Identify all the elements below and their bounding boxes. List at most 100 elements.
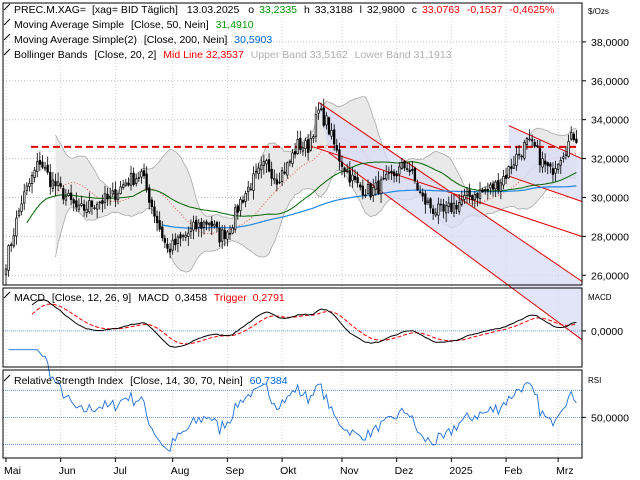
- candle-body: [189, 227, 193, 232]
- quote-date: 13.03.2025: [187, 4, 240, 16]
- candle-body: [223, 229, 226, 239]
- legend-bollinger: Bollinger Bands [Close, 20, 2] Mid Line …: [14, 49, 452, 61]
- candle-body: [116, 193, 120, 200]
- candle-body: [106, 193, 109, 200]
- chart-header: PREC.M.XAG= [xag= BID Täglich] 13.03.202…: [14, 4, 554, 16]
- candle-body: [494, 181, 497, 190]
- candle-body: [127, 182, 130, 186]
- trend-channel-line: [508, 175, 582, 202]
- candle-body: [554, 168, 557, 174]
- candle-body: [309, 137, 312, 151]
- price-axis-label: 32,0000: [591, 154, 629, 166]
- candle-body: [111, 190, 114, 195]
- candle-body: [499, 182, 503, 192]
- panel-frames: [2, 2, 583, 459]
- candle-body: [411, 169, 414, 171]
- price-candles: [4, 98, 578, 285]
- candle-body: [122, 184, 125, 188]
- candle-body: [202, 221, 206, 228]
- candle-body: [124, 182, 127, 186]
- candle-body: [93, 207, 96, 209]
- candle-body: [515, 153, 518, 166]
- candle-body: [502, 176, 505, 186]
- candle-body: [194, 219, 198, 230]
- candle-body: [533, 142, 536, 147]
- time-axis-label: Sep: [225, 465, 244, 477]
- candle-body: [304, 140, 307, 149]
- candle-body: [109, 195, 112, 198]
- symbol: PREC.M.XAG=: [14, 4, 86, 16]
- rsi-value: 60,7384: [250, 375, 288, 387]
- candle-body: [510, 166, 513, 169]
- candle-body: [374, 182, 378, 190]
- candle-body: [353, 175, 357, 180]
- candle-body: [536, 145, 539, 148]
- candle-body: [33, 169, 36, 178]
- candle-body: [82, 204, 86, 211]
- bollinger-lower: Lower Band 31,1913: [355, 49, 452, 61]
- candle-body: [447, 202, 450, 207]
- candle-body: [98, 201, 101, 204]
- legend-sma50: Moving Average Simple [Close, 50, Nein] …: [14, 19, 254, 31]
- candle-body: [340, 161, 344, 167]
- candle-body: [101, 200, 104, 204]
- candle-body: [299, 137, 302, 150]
- candle-body: [559, 160, 562, 166]
- candle-body: [418, 191, 422, 193]
- candle-body: [484, 189, 487, 192]
- candle-body: [343, 167, 346, 172]
- candle-body: [171, 239, 174, 251]
- candle-body: [283, 171, 286, 174]
- time-axis-label: Dez: [395, 465, 414, 477]
- candle-body: [247, 186, 250, 192]
- candle-body: [267, 159, 271, 172]
- candle-body: [293, 151, 297, 155]
- legend-sma200: Moving Average Simple(2) [Close, 200, Ne…: [14, 34, 272, 46]
- candle-body: [523, 142, 526, 159]
- candle-body: [213, 223, 216, 227]
- candle-body: [390, 170, 393, 174]
- legend-mark-sma200: [3, 33, 11, 41]
- candle-body: [408, 169, 411, 172]
- rsi-panel-label: RSI: [588, 376, 601, 385]
- macd-value-label: MACD: [138, 292, 169, 304]
- candle-body: [570, 132, 573, 140]
- candle-body: [54, 181, 57, 187]
- candle-body: [161, 226, 164, 239]
- time-axis-label: Nov: [340, 465, 359, 477]
- candle-body: [244, 193, 247, 202]
- candle-body: [80, 203, 83, 206]
- legend-mark-bollinger: [3, 48, 11, 56]
- unit-label: $/Ozs: [588, 7, 609, 16]
- price-axis-label: 38,0000: [591, 37, 629, 49]
- candle-body: [543, 160, 547, 165]
- candle-body: [252, 173, 255, 191]
- candle-body: [481, 189, 484, 193]
- panel-frame: [2, 2, 583, 286]
- rsi-params: [Close, 14, 30, 70, Nein]: [130, 375, 243, 387]
- candle-body: [525, 137, 529, 145]
- panel-frame: [2, 287, 583, 368]
- trend-channel-fill: [318, 102, 582, 340]
- bollinger-mid: Mid Line 32,3537: [163, 49, 244, 61]
- candle-body: [226, 231, 229, 240]
- candle-body: [325, 115, 328, 126]
- candle-body: [49, 171, 52, 187]
- candle-body: [249, 188, 252, 191]
- bollinger-params: [Close, 20, 2]: [94, 49, 156, 61]
- price-axis-label: 28,0000: [591, 231, 629, 243]
- data-source: [xag= BID Täglich]: [92, 4, 178, 16]
- macd-line: [31, 299, 577, 348]
- candle-body: [192, 221, 195, 231]
- candle-body: [538, 148, 542, 166]
- candle-body: [403, 161, 406, 169]
- candle-body: [262, 161, 266, 166]
- candle-body: [218, 227, 221, 243]
- low-prefix: l: [360, 4, 362, 16]
- candle-body: [486, 189, 489, 191]
- bollinger-label: Bollinger Bands: [14, 49, 88, 61]
- candle-body: [7, 245, 10, 271]
- trigger-label: Trigger: [214, 292, 247, 304]
- macd-panel: [3, 299, 582, 348]
- candle-body: [207, 222, 211, 225]
